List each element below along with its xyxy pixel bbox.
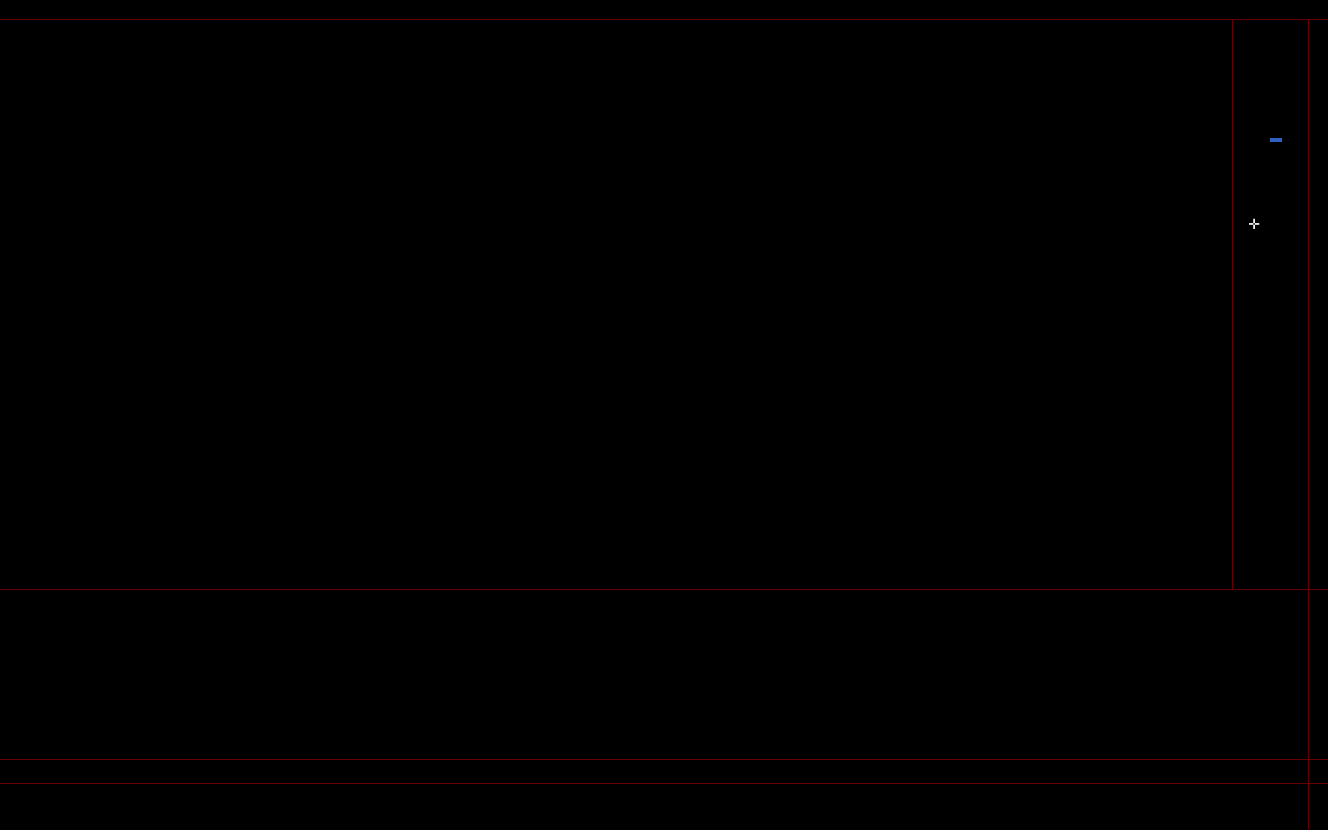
right-side-panel bbox=[1308, 20, 1328, 830]
top-toolbar bbox=[0, 0, 1328, 20]
price-y-axis bbox=[1232, 20, 1282, 589]
main-price-chart[interactable]: ✛ bbox=[0, 20, 1328, 590]
macd-indicator-panel[interactable] bbox=[0, 590, 1328, 760]
current-price-badge bbox=[1270, 138, 1282, 142]
time-axis bbox=[0, 760, 1328, 784]
indicator-toolbar bbox=[0, 784, 1328, 806]
